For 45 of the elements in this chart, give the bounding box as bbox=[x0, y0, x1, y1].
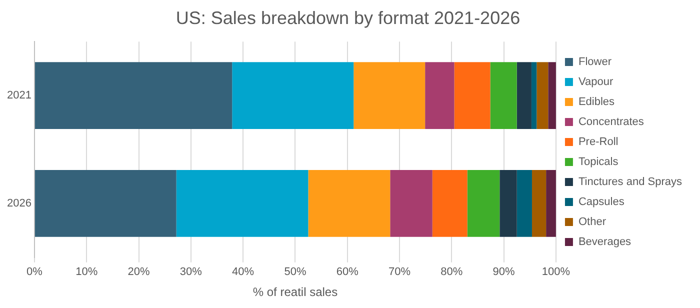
y-tick-label: 2026 bbox=[6, 197, 32, 210]
x-tick-label: 50% bbox=[284, 266, 306, 278]
bar bbox=[425, 62, 454, 129]
x-tick-label: 20% bbox=[128, 266, 150, 278]
bar bbox=[531, 62, 537, 129]
legend-label: Tinctures and Sprays bbox=[578, 176, 682, 188]
x-tick-label: 0% bbox=[26, 266, 43, 278]
bar bbox=[354, 62, 426, 129]
bar bbox=[532, 170, 546, 237]
x-tick-label: 90% bbox=[492, 266, 516, 278]
bar bbox=[34, 62, 232, 129]
bar bbox=[467, 170, 500, 237]
x-axis-title: % of reatil sales bbox=[252, 285, 338, 300]
bar bbox=[390, 170, 432, 237]
legend-label: Concentrates bbox=[578, 116, 644, 128]
legend-label: Other bbox=[578, 216, 606, 228]
y-tick-label: 2021 bbox=[6, 90, 32, 102]
x-tick-label: 30% bbox=[180, 266, 202, 278]
legend-label: Edibles bbox=[578, 96, 616, 108]
bar bbox=[432, 170, 468, 237]
bar bbox=[176, 170, 308, 237]
x-tick-label: 40% bbox=[232, 266, 254, 278]
legend-label: Pre-Roll bbox=[578, 136, 618, 148]
x-tick-label: 60% bbox=[336, 266, 359, 278]
x-tick-label: 100% bbox=[542, 266, 570, 278]
legend-label: Vapour bbox=[578, 76, 614, 88]
chart-title: US: Sales breakdown by format 2021-2026 bbox=[176, 8, 520, 28]
bar bbox=[500, 170, 517, 237]
x-tick-label: 80% bbox=[440, 266, 463, 278]
legend-label: Capsules bbox=[578, 196, 625, 208]
bar bbox=[516, 62, 532, 129]
bar bbox=[546, 170, 556, 237]
bar bbox=[490, 62, 517, 129]
bar bbox=[454, 62, 490, 129]
bar bbox=[308, 170, 390, 237]
bar bbox=[536, 62, 548, 129]
bar bbox=[548, 62, 556, 129]
bar bbox=[232, 62, 354, 129]
legend-label: Flower bbox=[578, 56, 612, 68]
x-tick-label: 70% bbox=[388, 266, 411, 278]
x-tick-label: 10% bbox=[76, 266, 98, 278]
legend-label: Topicals bbox=[578, 156, 619, 168]
bar bbox=[34, 170, 176, 237]
legend-label: Beverages bbox=[578, 236, 632, 248]
bar bbox=[516, 170, 532, 237]
